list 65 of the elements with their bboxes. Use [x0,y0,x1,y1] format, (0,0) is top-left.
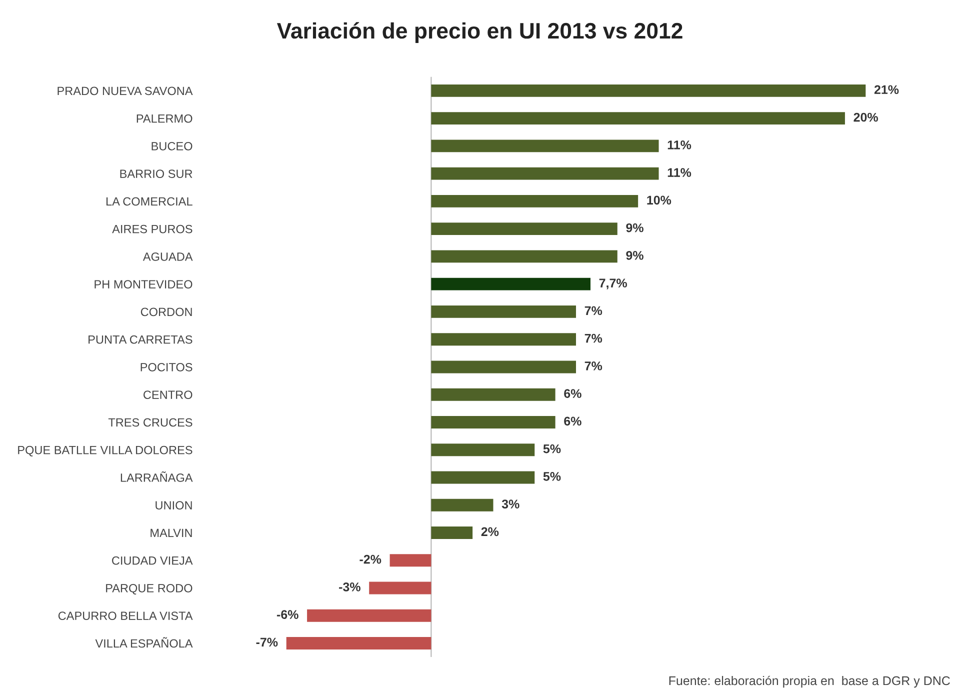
bar [369,582,432,594]
y-tick-label: BUCEO [152,142,192,150]
bar [431,471,535,484]
bar [286,637,432,650]
y-tick-label: PARQUE RODO [106,584,192,594]
y-tick-label: CENTRO [144,390,192,399]
bar [431,498,494,512]
y-tick-label: LARRAÑAGA [120,471,193,482]
data-label: 6% [564,389,582,398]
data-label: 9% [626,223,644,232]
data-label: 6% [564,416,582,426]
bar [431,526,473,539]
data-label: 5% [543,444,561,454]
y-tick-label: VILLA ESPAÑOLA [95,637,193,648]
data-label: 3% [502,500,520,508]
data-label: -6% [276,610,298,619]
y-tick-label: BARRIO SUR [120,170,192,178]
bar [431,167,659,180]
y-tick-label: AGUADA [142,252,193,261]
data-label: 7% [584,306,602,316]
bar [431,112,845,125]
bar [431,333,576,346]
data-label: 9% [626,250,644,260]
y-tick-label: LA COMERCIAL [106,197,192,206]
data-label: 20% [854,112,878,122]
bar [431,250,618,263]
y-tick-label: CAPURRO BELLA VISTA [58,612,193,620]
data-label: 11% [668,168,692,177]
bar [431,140,659,152]
y-tick-label: MALVIN [150,528,192,538]
bar [431,222,618,236]
bar [431,306,576,318]
y-tick-label: PALERMO [136,114,192,123]
bar [431,416,556,428]
data-label: 2% [481,527,499,536]
bar [431,84,866,97]
y-tick-label: PQUE BATLLE VILLA DOLORES [18,446,192,456]
y-tick-label: AIRES PUROS [112,224,192,234]
y-tick-label: UNION [156,501,192,510]
y-tick-label: PH MONTEVIDEO [94,280,192,288]
data-label: 5% [543,472,561,481]
data-label: 11% [668,140,692,150]
data-label: -7% [256,638,278,647]
y-tick-label: CIUDAD VIEJA [112,556,193,565]
y-tick-label: POCITOS [140,363,192,372]
y-tick-label: PRADO NUEVA SAVONA [58,86,193,96]
bar [431,194,638,208]
chart-title: Variación de precio en UI 2013 vs 2012 [276,22,682,44]
bar [431,388,556,401]
data-label: 10% [647,196,672,205]
bar [431,444,535,456]
bar [307,609,432,622]
bar [431,278,590,290]
bar [390,554,432,567]
data-label: -2% [360,554,382,564]
data-label: 7% [584,334,602,343]
data-label: 7% [584,362,602,370]
y-tick-label: PUNTA CARRETAS [88,335,192,344]
source-note: Fuente: elaboración propia en base a DGR y DNC [669,676,950,688]
data-label: 7,7% [599,278,627,290]
y-tick-label: TRES CRUCES [108,418,192,427]
y-tick-label: CORDON [140,308,192,316]
data-label: 21% [874,85,899,94]
data-label: -3% [339,582,360,592]
bar [431,360,576,374]
